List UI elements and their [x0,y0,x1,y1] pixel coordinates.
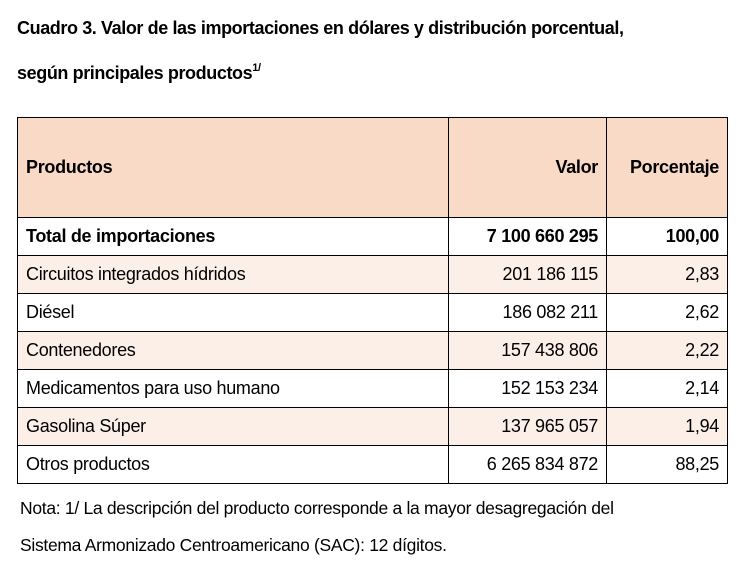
table-row: Medicamentos para uso humano 152 153 234 2… [16,369,728,408]
column-header: Valor [448,117,608,218]
table-cell: 7 100 660 295 [448,217,608,256]
note-line: Nota: 1/ La descripción del producto cor… [20,498,614,518]
table-cell: 157 438 806 [448,331,608,370]
table-row: Gasolina Súper 137 965 057 1,94 [16,407,728,446]
note-line: Sistema Armonizado Centroamericano (SAC)… [20,535,447,555]
table-cell: Medicamentos para uso humano [16,369,450,408]
title: Cuadro 3. Valor de las importaciones en … [17,8,624,93]
column-header: Productos [16,117,450,218]
table-cell: 201 186 115 [448,255,608,294]
title-line: según principales productos1/ [17,48,624,93]
table-cell: 100,00 [606,217,728,256]
title-note: 1/ [252,62,261,74]
table-cell: 1,94 [606,407,728,446]
table-cell: 186 082 211 [448,293,608,332]
table-cell: Diésel [16,293,450,332]
table-row: Circuitos integrados hídridos 201 186 115… [16,255,728,294]
table-cell: 2,83 [606,255,728,294]
table-cell: 152 153 234 [448,369,608,408]
table-row: Contenedores 157 438 806 2,22 [16,331,728,370]
table-cell: Otros productos [16,445,450,484]
table-cell: Gasolina Súper [16,407,450,446]
title-text: según principales productos [17,63,253,83]
title-line: Cuadro 3. Valor de las importaciones en … [17,18,624,38]
table-cell: 137 965 057 [448,407,608,446]
table-cell: Total de importaciones [16,217,450,256]
table-cell: 6 265 834 872 [448,445,608,484]
table-cell: 2,62 [606,293,728,332]
table-row: Diésel 186 082 211 2,62 [16,293,728,332]
data-table: Productos Valor Porcentaje Total de import… [16,117,728,484]
table-cell: 2,22 [606,331,728,370]
note: Nota: 1/ La descripción del producto cor… [20,490,614,564]
table-row: Otros productos 6 265 834 872 88,25 [16,445,728,484]
table-cell: Contenedores [16,331,450,370]
table-cell: Circuitos integrados hídridos [16,255,450,294]
table-cell: 88,25 [606,445,728,484]
header-row: Productos Valor Porcentaje [16,117,728,218]
column-header: Porcentaje [606,117,728,218]
table-cell: 2,14 [606,369,728,408]
table-row: Total de importaciones 7 100 660 295 100,0… [16,217,728,256]
